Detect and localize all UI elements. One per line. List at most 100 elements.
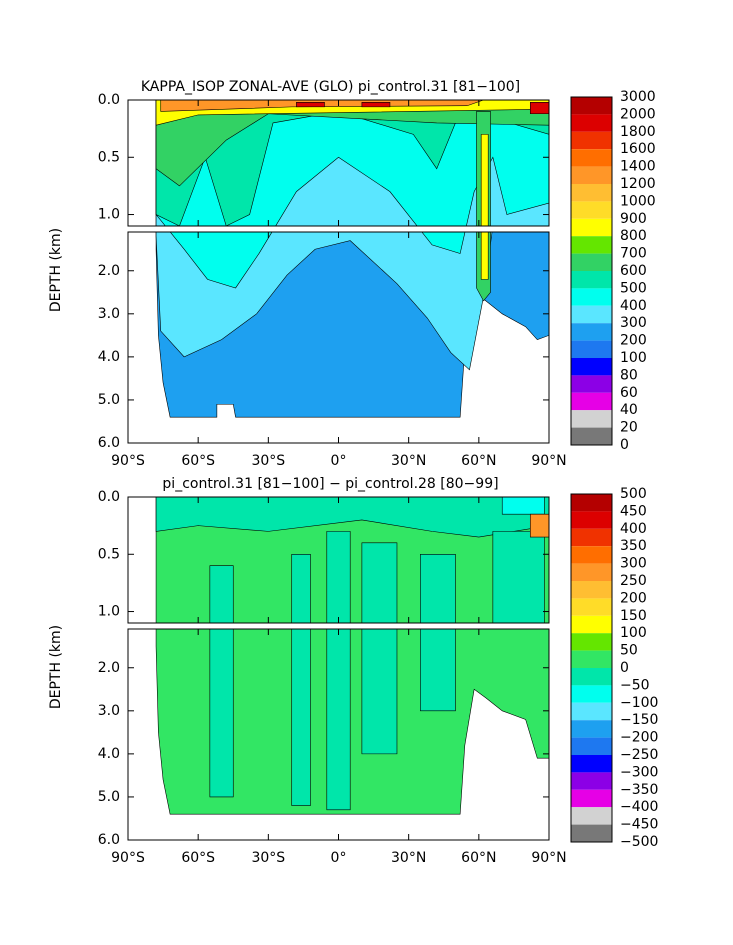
contour-region bbox=[361, 542, 398, 755]
colorbar-swatch bbox=[571, 528, 612, 547]
x-tick-label: 30°N bbox=[391, 850, 426, 866]
colorbar-label: 500 bbox=[620, 486, 647, 502]
colorbar-frame bbox=[570, 96, 613, 446]
x-tick-label: 90°N bbox=[531, 453, 566, 469]
colorbar-swatch bbox=[571, 375, 612, 393]
colorbar-swatch bbox=[571, 288, 612, 306]
y-tick-label: 6.0 bbox=[98, 435, 120, 451]
y-tick-label: 0.0 bbox=[98, 92, 120, 108]
y-tick-label: 0.5 bbox=[98, 149, 120, 165]
colorbar-swatch bbox=[571, 218, 612, 237]
colorbar-swatch bbox=[571, 772, 612, 790]
colorbar-label: 150 bbox=[620, 608, 647, 624]
colorbar-swatch bbox=[571, 685, 612, 703]
colorbar-label: 250 bbox=[620, 573, 647, 589]
x-tick-label: 30°S bbox=[251, 850, 285, 866]
contour-region bbox=[209, 565, 234, 798]
x-tick-label: 60°N bbox=[461, 453, 496, 469]
colorbar-label: 1400 bbox=[620, 159, 656, 175]
colorbar-label: 20 bbox=[620, 420, 638, 436]
y-tick-label: 1.0 bbox=[98, 604, 120, 620]
colorbar-label: −200 bbox=[620, 730, 658, 746]
colorbar-label: 500 bbox=[620, 280, 647, 296]
x-tick-label: 90°S bbox=[111, 453, 145, 469]
y-axis-label: DEPTH (km) bbox=[48, 625, 64, 709]
colorbar-swatch bbox=[571, 546, 612, 564]
colorbar-swatch bbox=[571, 650, 612, 668]
colorbar-label: 800 bbox=[620, 228, 647, 244]
colorbar-swatch bbox=[571, 97, 612, 115]
colorbar-label: −450 bbox=[620, 817, 658, 833]
colorbar-label: 100 bbox=[620, 625, 647, 641]
colorbar-label: 0 bbox=[620, 660, 629, 676]
colorbar-label: 300 bbox=[620, 315, 647, 331]
contour-region bbox=[296, 101, 325, 108]
contour-region bbox=[326, 531, 351, 811]
colorbar-swatch bbox=[571, 427, 612, 445]
colorbar-swatch bbox=[571, 615, 612, 634]
colorbar-swatch bbox=[571, 305, 612, 324]
colorbar-label: −50 bbox=[620, 677, 650, 693]
x-tick-label: 90°N bbox=[531, 850, 566, 866]
colorbar-swatch bbox=[571, 720, 612, 738]
colorbar-swatch bbox=[571, 236, 612, 254]
colorbar-label: 200 bbox=[620, 590, 647, 606]
colorbar-swatch bbox=[571, 633, 612, 651]
colorbar-label: 450 bbox=[620, 503, 647, 519]
colorbar-label: 300 bbox=[620, 556, 647, 572]
colorbar-swatch bbox=[571, 114, 612, 132]
colorbar-swatch bbox=[571, 668, 612, 686]
colorbar-swatch bbox=[571, 323, 612, 341]
contour-region bbox=[492, 531, 545, 624]
colorbar-label: 80 bbox=[620, 367, 638, 383]
contour-region bbox=[501, 497, 545, 515]
colorbar-label: −400 bbox=[620, 799, 658, 815]
y-tick-label: 3.0 bbox=[98, 703, 120, 719]
x-tick-label: 90°S bbox=[111, 850, 145, 866]
y-tick-label: 1.0 bbox=[98, 207, 120, 223]
contour-region bbox=[155, 497, 549, 538]
contour-region bbox=[420, 553, 456, 712]
colorbar-label: 600 bbox=[620, 263, 647, 279]
colorbar-swatch bbox=[571, 494, 612, 512]
panel-gap bbox=[127, 623, 550, 629]
y-tick-label: 4.0 bbox=[98, 746, 120, 762]
colorbar-label: 1200 bbox=[620, 176, 656, 192]
chart-title: KAPPA_ISOP ZONAL-AVE (GLO) pi_control.31… bbox=[141, 79, 520, 95]
colorbar-label: 2000 bbox=[620, 106, 656, 122]
colorbar-label: 1600 bbox=[620, 141, 656, 157]
colorbar-label: −300 bbox=[620, 764, 658, 780]
colorbar-label: 0 bbox=[620, 437, 629, 453]
contour-field bbox=[155, 100, 549, 418]
contour-region bbox=[480, 134, 489, 280]
contour-field bbox=[155, 497, 549, 815]
colorbar-label: 40 bbox=[620, 402, 638, 418]
y-tick-label: 0.0 bbox=[98, 489, 120, 505]
x-tick-label: 60°N bbox=[461, 850, 496, 866]
colorbar-label: 1000 bbox=[620, 193, 656, 209]
y-tick-label: 4.0 bbox=[98, 349, 120, 365]
colorbar-label: −150 bbox=[620, 712, 658, 728]
colorbar-label: 900 bbox=[620, 211, 647, 227]
colorbar-label: 1800 bbox=[620, 124, 656, 140]
colorbar-swatch bbox=[571, 807, 612, 825]
colorbar-swatch bbox=[571, 824, 612, 842]
y-tick-label: 5.0 bbox=[98, 392, 120, 408]
colorbar-swatch bbox=[571, 581, 612, 599]
colorbar-swatch bbox=[571, 755, 612, 773]
colorbar-swatch bbox=[571, 340, 612, 358]
colorbar-label: 700 bbox=[620, 246, 647, 262]
colorbar-label: −100 bbox=[620, 695, 658, 711]
contour-region bbox=[529, 101, 549, 115]
colorbar-label: 350 bbox=[620, 538, 647, 554]
x-tick-label: 0° bbox=[331, 850, 347, 866]
colorbar-swatch bbox=[571, 511, 612, 529]
colorbar-swatch bbox=[571, 789, 612, 808]
y-tick-label: 5.0 bbox=[98, 789, 120, 805]
contour-region bbox=[361, 101, 391, 108]
colorbar-label: 3000 bbox=[620, 89, 656, 105]
colorbar-label: 400 bbox=[620, 521, 647, 537]
contour-region bbox=[291, 553, 311, 806]
